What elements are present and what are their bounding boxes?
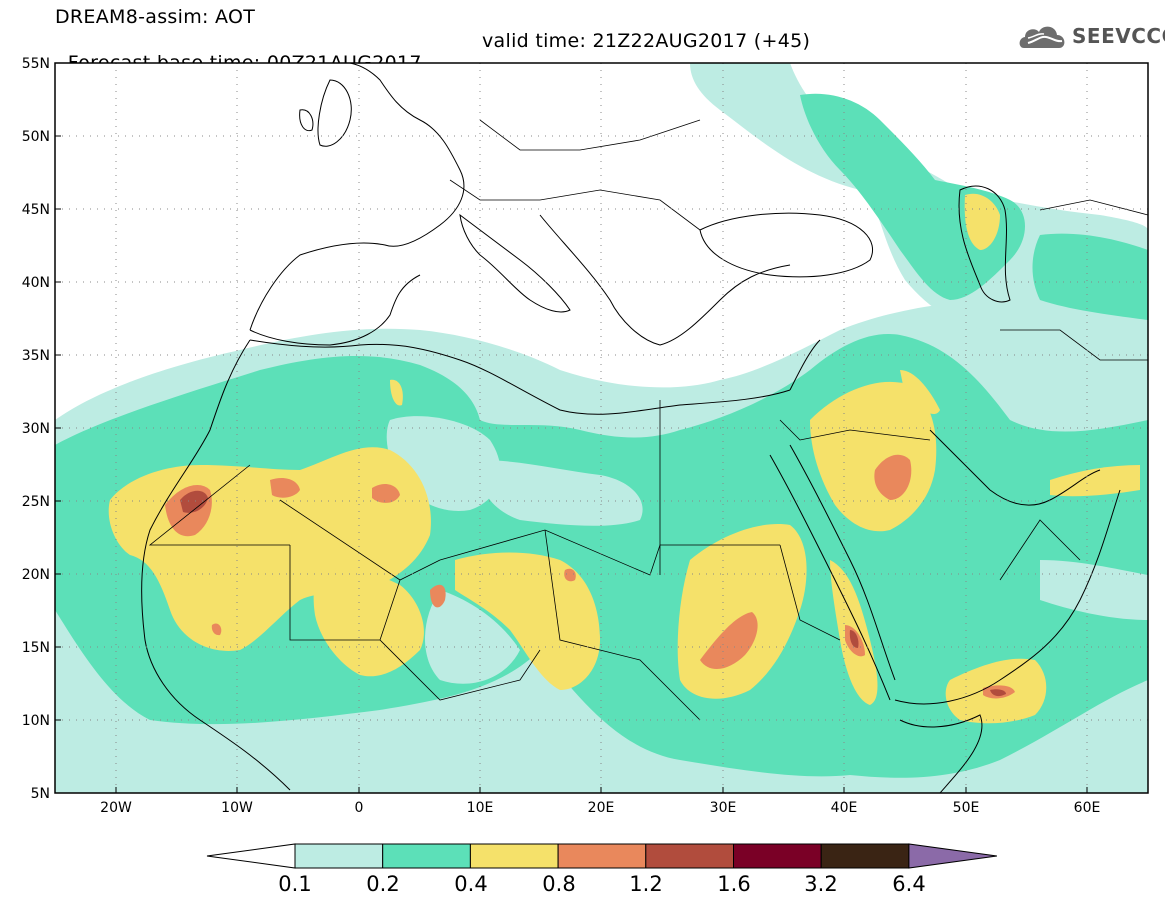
lat-label: 25N: [22, 494, 50, 510]
lon-label: 10W: [221, 800, 253, 816]
map-title: DREAM8-assim: AOT: [55, 6, 256, 28]
colorbar-label: 0.4: [454, 872, 488, 896]
colorbar-label: 1.2: [629, 872, 663, 896]
lat-label: 30N: [22, 421, 50, 437]
lat-label: 20N: [22, 567, 50, 583]
colorbar-label: 6.4: [892, 872, 926, 896]
lat-label: 40N: [22, 275, 50, 291]
tick-marks: [55, 62, 1088, 793]
borders: [148, 119, 1148, 721]
lat-label: 55N: [22, 56, 50, 72]
lat-label: 15N: [22, 640, 50, 656]
graticule: [55, 63, 1148, 793]
lon-label: 20W: [100, 800, 132, 816]
latitude-labels: 55N 50N 45N 40N 35N 30N 25N 20N 15N 10N …: [22, 56, 50, 802]
colorbar-label: 0.1: [278, 872, 312, 896]
colorbar-segment: [382, 843, 471, 869]
lat-label: 10N: [22, 713, 50, 729]
lon-label: 40E: [831, 800, 858, 816]
colorbar-label: 0.8: [542, 872, 576, 896]
valid-time: valid time: 21Z22AUG2017 (+45): [482, 30, 811, 52]
colorbar-label: 0.2: [366, 872, 400, 896]
colorbar-label: 1.6: [717, 872, 751, 896]
lat-label: 50N: [22, 129, 50, 145]
colorbar-arrow-high: [908, 843, 997, 869]
colorbar: [206, 843, 997, 869]
colorbar-segment: [645, 843, 734, 869]
colorbar-segment: [733, 843, 822, 869]
longitude-labels: 20W 10W 0 10E 20E 30E 40E 50E 60E: [100, 800, 1100, 816]
logo-text: SEEVCCC: [1072, 24, 1165, 48]
colorbar-segment: [557, 843, 647, 869]
lon-label: 50E: [953, 800, 980, 816]
aot-level-1.2: [180, 490, 1006, 697]
coastlines: [141, 63, 1121, 793]
lon-label: 0: [355, 800, 364, 816]
lat-label: 5N: [31, 786, 50, 802]
seevccc-logo: SEEVCCC: [1016, 18, 1165, 58]
cloud-icon: [1019, 26, 1065, 48]
lon-label: 10E: [467, 800, 494, 816]
lon-label: 30E: [710, 800, 737, 816]
colorbar-segment: [469, 843, 559, 869]
colorbar-label: 3.2: [804, 872, 838, 896]
colorbar-segment: [294, 843, 384, 869]
colorbar-segment: [820, 843, 910, 869]
colorbar-arrow-low: [206, 843, 296, 869]
lat-label: 35N: [22, 348, 50, 364]
aot-field: [55, 63, 1148, 793]
aot-level-0.1-inner: [386, 416, 1148, 684]
lat-label: 45N: [22, 202, 50, 218]
lon-label: 60E: [1074, 800, 1101, 816]
lon-label: 20E: [588, 800, 615, 816]
